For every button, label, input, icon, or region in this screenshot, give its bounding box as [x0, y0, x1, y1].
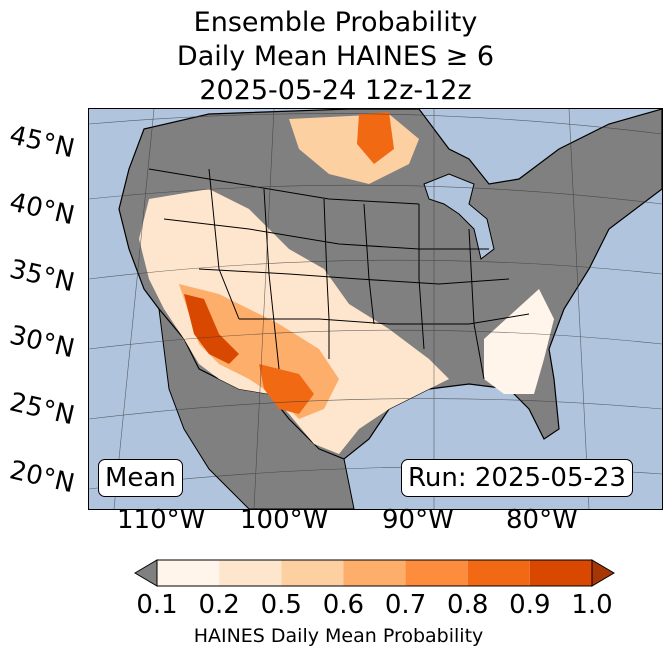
lat-label-30: 30°N: [6, 320, 78, 365]
colorbar-tick-label: 0.9: [509, 590, 551, 620]
mean-label: Mean: [98, 459, 183, 497]
colorbar-segment: [281, 560, 344, 586]
great-lakes: [423, 173, 495, 260]
probability-southeast-area: [484, 289, 554, 394]
probability-high-southwest: [184, 294, 239, 364]
colorbar-under-arrow: [134, 559, 158, 587]
colorbar-tick-label: 0.2: [198, 590, 240, 620]
mexico-land: [158, 307, 355, 509]
colorbar-label: HAINES Daily Mean Probability: [193, 625, 484, 647]
lon-label-100: 100°W: [240, 505, 329, 535]
colorbar-over-arrow: [591, 559, 615, 587]
run-date-label: Run: 2025-05-23: [401, 459, 633, 497]
colorbar-segment: [219, 560, 282, 586]
state-borders: [148, 168, 530, 380]
colorbar-segment: [467, 560, 530, 586]
lat-label-45: 45°N: [6, 120, 78, 165]
colorbar-segment: [529, 560, 592, 586]
title-line-1: Ensemble Probability: [193, 7, 478, 38]
colorbar-tick-label: 1.0: [571, 590, 613, 620]
title-line-3: 2025-05-24 12z-12z: [199, 75, 472, 106]
lon-label-90: 90°W: [382, 505, 454, 535]
map-svg: [89, 109, 662, 509]
colorbar-segment: [405, 560, 468, 586]
colorbar-tick-label: 0.5: [260, 590, 302, 620]
lat-label-25: 25°N: [6, 387, 78, 432]
colorbar-tick-label: 0.6: [322, 590, 365, 620]
title-line-2: Daily Mean HAINES ≥ 6: [176, 41, 495, 72]
lat-label-40: 40°N: [6, 187, 78, 232]
colorbar-segment: [157, 560, 220, 586]
map-panel: [88, 108, 663, 510]
colorbar-tick-label: 0.1: [136, 590, 178, 620]
colorbar-segment: [343, 560, 406, 586]
colorbar: [134, 559, 615, 587]
lat-label-20: 20°N: [6, 455, 78, 500]
lon-label-80: 80°W: [506, 505, 578, 535]
probability-high-nd: [357, 112, 394, 164]
lon-label-110: 110°W: [117, 505, 206, 535]
probability-low-area: [139, 189, 449, 454]
lat-label-35: 35°N: [6, 254, 78, 299]
colorbar-tick-label: 0.7: [384, 590, 427, 620]
colorbar-tick-label: 0.8: [447, 590, 489, 620]
